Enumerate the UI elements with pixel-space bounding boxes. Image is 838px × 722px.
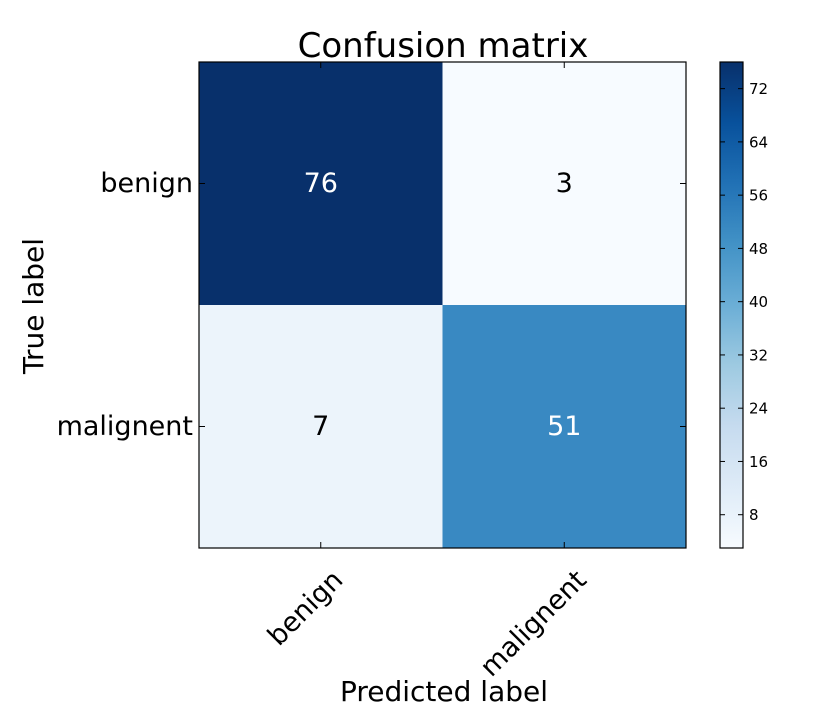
axis-ticks [199, 62, 686, 548]
colorbar [719, 61, 744, 549]
colorbar-tick-label: 32 [749, 346, 768, 364]
colorbar-tick-label: 16 [749, 453, 768, 471]
cell-value-label: 51 [547, 411, 581, 442]
heatmap-cell [199, 305, 443, 548]
cell-value-label: 3 [556, 168, 573, 199]
heatmap-cell [442, 62, 686, 305]
heatmap-cells: 76 3 7 51 [199, 62, 686, 548]
colorbar-tick-label: 48 [749, 240, 768, 258]
colorbar-tick-label: 64 [749, 133, 768, 151]
chart-title: Confusion matrix [298, 26, 589, 66]
y-tick-label: malignent [57, 411, 193, 442]
heatmap-cell [442, 305, 686, 548]
colorbar-tick-label: 24 [749, 400, 768, 418]
colorbar-tick-label: 8 [749, 506, 759, 524]
colorbar-tick-label: 56 [749, 187, 768, 205]
x-axis-label: Predicted label [340, 675, 548, 708]
heatmap-cell [199, 62, 443, 305]
colorbar-ticks: 8 16 24 32 40 48 56 64 72 [720, 80, 768, 524]
x-tick-label: malignent [474, 565, 592, 683]
colorbar-tick-label: 72 [749, 80, 768, 98]
x-tick-label: benign [262, 565, 349, 652]
plot-frame [198, 61, 687, 549]
cell-value-label: 7 [312, 411, 329, 442]
y-tick-label: benign [100, 168, 193, 199]
y-axis-label: True label [17, 238, 50, 375]
colorbar-tick-label: 40 [749, 293, 768, 311]
cell-value-label: 76 [304, 168, 338, 199]
